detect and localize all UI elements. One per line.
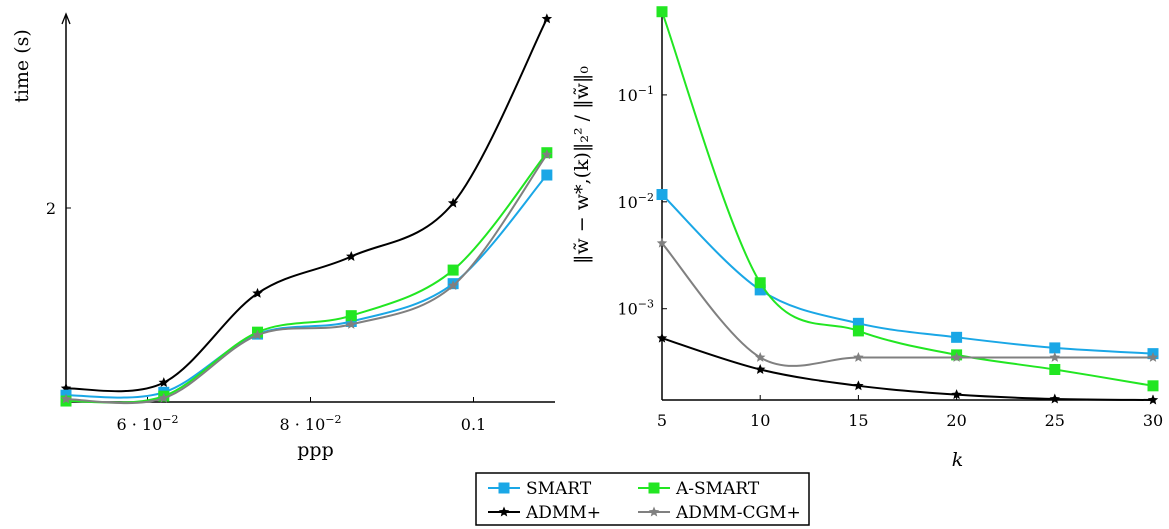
data-point-admm (447, 197, 459, 208)
legend-entry-admm: ADMM+ (488, 503, 601, 523)
x-tick-label: 0.1 (461, 415, 486, 434)
legend-marker (498, 482, 510, 494)
data-point-admm-cgm (951, 351, 962, 362)
data-point-admm-cgm (1049, 351, 1061, 362)
y-tick-label: 10−1 (617, 84, 654, 105)
data-point-smart (1049, 342, 1061, 354)
data-point-a-smart (345, 310, 357, 322)
data-point-admm-cgm (1147, 351, 1159, 362)
data-point-smart (852, 317, 864, 329)
data-point-a-smart (754, 277, 766, 289)
data-point-admm (346, 251, 357, 261)
series-admm-cgm (656, 237, 1159, 367)
data-point-smart (541, 169, 553, 181)
series-admm-cgm (60, 149, 553, 405)
x-axis-label: k (952, 449, 964, 471)
data-point-a-smart (1049, 364, 1061, 376)
x-tick-label: 10 (750, 411, 770, 430)
plot-time-vs-ppp: 6 · 10−2 8 · 10−2 0.1 2 ppp time (s) (11, 12, 555, 461)
data-point-a-smart (656, 6, 668, 18)
series-line-admm-cgm (65, 154, 548, 405)
legend-marker (498, 506, 510, 517)
x-tick-label: 20 (946, 411, 966, 430)
data-point-a-smart (1147, 380, 1159, 392)
series-admm (60, 13, 553, 393)
series-line-admm (65, 18, 548, 393)
legend-label: A-SMART (675, 479, 760, 499)
data-point-a-smart (852, 325, 864, 337)
data-point-admm (252, 287, 263, 298)
series-line-admm-cgm (661, 242, 1153, 367)
data-point-admm-cgm (656, 237, 668, 248)
plot-error-vs-k: 5 10 15 20 25 30 10−1 10−2 10−3 k ‖w̃ − w*,(k)‖₂² … (571, 6, 1163, 471)
data-point-admm-cgm (853, 351, 864, 362)
legend-marker (648, 506, 660, 517)
legend: SMART A-SMART ADMM+ ADMM-CGM+ (475, 472, 810, 526)
data-point-admm (754, 364, 766, 374)
data-point-admm-cgm (158, 392, 170, 403)
data-point-smart (656, 189, 668, 201)
data-point-admm-cgm (252, 329, 263, 340)
legend-entry-smart: SMART (488, 479, 592, 499)
x-tick-label: 15 (848, 411, 868, 430)
legend-box (475, 472, 810, 526)
series-line-smart (661, 193, 1154, 355)
series-a-smart (60, 147, 553, 407)
legend-marker (648, 482, 660, 494)
x-tick-label: 25 (1045, 411, 1065, 430)
x-tick-label: 6 · 10−2 (116, 413, 178, 434)
data-point-admm (1049, 393, 1061, 404)
legend-entry-a-smart: A-SMART (638, 479, 760, 499)
data-point-admm (541, 13, 553, 24)
data-point-admm-cgm (60, 393, 72, 404)
data-point-smart (754, 284, 766, 296)
x-tick-label: 30 (1143, 411, 1163, 430)
data-point-admm (1147, 394, 1159, 405)
data-point-admm-cgm (447, 280, 459, 291)
x-axis-label: ppp (297, 439, 334, 461)
series-line-admm (661, 337, 1154, 401)
y-tick-label: 10−3 (617, 298, 654, 319)
y-axis-label: ‖w̃ − w*,(k)‖₂² / ‖w̃‖₀ (571, 66, 593, 264)
data-point-admm-cgm (346, 318, 357, 329)
y-axis-label: time (s) (11, 29, 33, 103)
series-line-smart (65, 174, 548, 399)
series-line-a-smart (65, 152, 548, 404)
data-point-admm-cgm (754, 351, 766, 362)
y-tick-label: 10−2 (617, 191, 654, 212)
data-point-admm (158, 377, 170, 388)
x-tick-label: 8 · 10−2 (279, 413, 341, 434)
legend-label: ADMM+ (525, 503, 601, 523)
series-admm (656, 332, 1159, 405)
data-point-admm (853, 380, 864, 391)
data-point-admm (951, 389, 962, 400)
y-tick-label: 2 (46, 199, 56, 218)
y-axis-arrow (61, 12, 71, 25)
legend-label: ADMM-CGM+ (675, 503, 801, 523)
x-tick-label: 5 (657, 411, 667, 430)
data-point-smart (951, 331, 963, 343)
data-point-a-smart (447, 264, 459, 276)
data-point-admm (656, 332, 668, 343)
series-smart (60, 169, 553, 401)
legend-label: SMART (526, 479, 592, 499)
data-point-admm-cgm (541, 149, 553, 160)
series-line-a-smart (661, 11, 1154, 387)
legend-entry-admm-cgm: ADMM-CGM+ (638, 503, 801, 523)
